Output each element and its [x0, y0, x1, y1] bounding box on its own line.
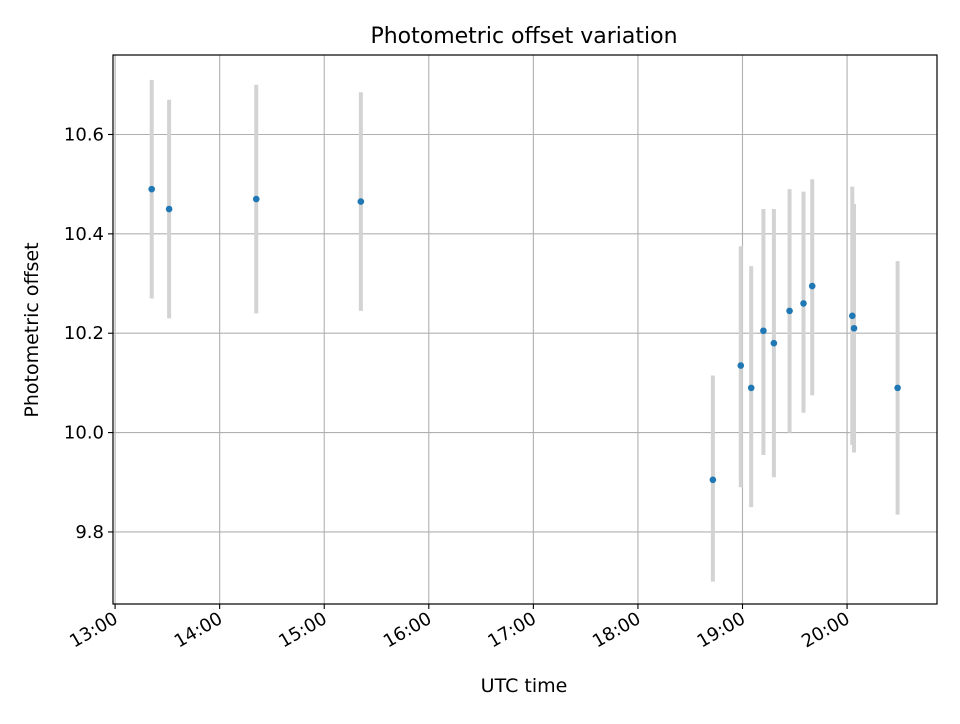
data-point	[165, 205, 173, 213]
y-tick-label: 10.2	[64, 323, 104, 344]
grid-layer	[113, 55, 937, 604]
data-point	[808, 282, 816, 290]
y-tick-label: 9.8	[75, 522, 104, 543]
data-point	[850, 324, 858, 332]
data-point	[709, 476, 717, 484]
chart-title: Photometric offset variation	[370, 24, 677, 49]
data-point	[760, 327, 767, 335]
data-point	[786, 307, 793, 315]
data-point	[800, 300, 807, 307]
data-point	[747, 384, 755, 392]
data-point	[148, 185, 155, 193]
data-point	[357, 198, 365, 205]
data-point	[770, 339, 778, 347]
y-axis-label: Photometric offset	[21, 242, 43, 417]
data-point	[737, 362, 745, 369]
data-point	[848, 312, 856, 320]
point-layer	[148, 185, 901, 484]
y-tick-label: 10.4	[64, 224, 104, 245]
data-point	[894, 384, 901, 392]
data-point	[252, 195, 260, 203]
y-tick-label: 10.0	[64, 423, 104, 444]
x-axis-label: UTC time	[481, 675, 568, 697]
y-tick-label: 10.6	[64, 124, 104, 145]
plot-frame	[112, 54, 938, 605]
